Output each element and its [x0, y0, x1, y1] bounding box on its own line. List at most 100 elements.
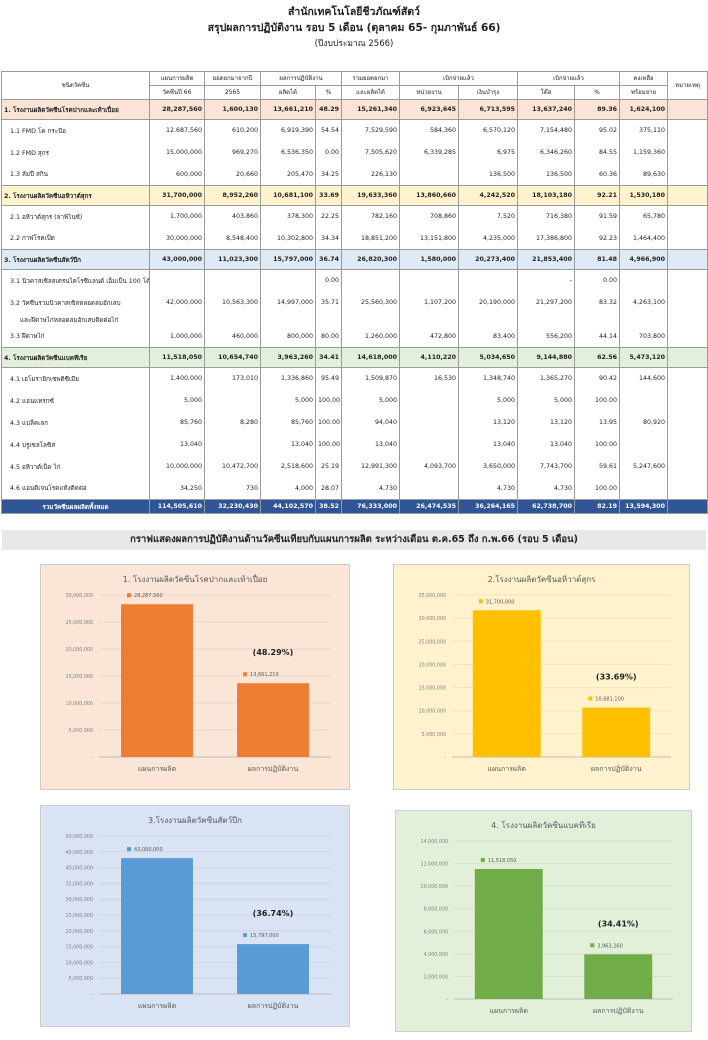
cell-value: 708,860: [399, 205, 460, 228]
cell-value: [667, 411, 708, 434]
chart-section-title: กราฟแสดงผลการปฏิบัติงานด้านวัคซีนเทียบกั…: [2, 530, 706, 550]
y-tick-label: 15,000,000: [419, 686, 446, 692]
cell-value: 8,548,400: [204, 227, 261, 250]
cell-value: [667, 389, 708, 412]
y-tick-label: 15,000,000: [66, 674, 93, 680]
row-label: 1.2 FMD สุกร: [1, 141, 150, 164]
cell-value: [399, 163, 460, 186]
y-tick-label: 40,000,000: [66, 866, 93, 872]
bar: [584, 954, 653, 999]
cell-value: 81.48: [574, 249, 621, 270]
data-label: 43,000,000: [134, 847, 163, 853]
cell-value: 4,093,700: [399, 455, 460, 478]
row-label: 4.5 อหิวาต์เป็ด ไก่: [1, 455, 150, 478]
cell-value: 54.54: [314, 119, 343, 142]
y-tick-label: 25,000,000: [66, 620, 93, 626]
cell-value: 17,386,800: [517, 227, 576, 250]
cell-value: 20,190,000: [458, 291, 519, 314]
table-row: 2.2 กาฬโรคเป็ด 30,000,000 8,548,400 10,302,…: [1, 227, 708, 250]
y-tick-label: -: [446, 998, 448, 1003]
total-value: 82.19: [574, 499, 621, 514]
cell-value: 173,010: [204, 367, 261, 390]
chart-title: 4. โรงงานผลิตวัคซีนแบคทีเรีย: [491, 821, 596, 830]
x-tick-label: ผลการปฏิบัติงาน: [248, 765, 299, 773]
cell-value: 100.00: [314, 389, 343, 412]
cell-value: 703,800: [619, 325, 669, 348]
cell-value: 716,380: [517, 205, 576, 228]
table-row: 1.3 ลัมปี สกิน 600,000 20,660 205,470 34.25 2…: [1, 163, 708, 186]
cell-value: 3,650,000: [458, 455, 519, 478]
cell-value: 91.59: [574, 205, 621, 228]
cell-value: [667, 99, 708, 120]
cell-value: [574, 313, 621, 326]
cell-value: 5,034,650: [458, 347, 519, 368]
total-value: 13,594,300: [619, 499, 669, 514]
cell-value: [149, 313, 205, 326]
cell-value: 472,800: [399, 325, 460, 348]
chart-title: 1. โรงงานผลิตวัคซีนโรคปากและเท้าเปื่อย: [122, 575, 268, 584]
y-tick-label: 5,000,000: [69, 976, 93, 982]
cell-value: 10,681,100: [260, 185, 316, 206]
cell-value: 84.55: [574, 141, 621, 164]
y-tick-label: 50,000,000: [66, 834, 93, 840]
cell-value: 11,518,050: [149, 347, 205, 368]
cell-value: 1,159,360: [619, 141, 669, 164]
value-marker: [480, 858, 485, 863]
y-tick-label: 10,000,000: [421, 884, 448, 890]
value-marker: [127, 847, 132, 852]
cell-value: 85,760: [149, 411, 205, 434]
cell-value: [399, 477, 460, 500]
cell-value: 6,713,595: [458, 99, 519, 120]
cell-value: [619, 269, 669, 292]
value-marker: [590, 943, 595, 948]
cell-value: 584,360: [399, 119, 460, 142]
cell-value: 1,600,130: [204, 99, 261, 120]
col-stock: คงเหลือ: [619, 71, 669, 86]
table-row: 4.1 เฮโมรายิกเซพติซีเมีย 1,400,000 173,010…: [1, 367, 708, 390]
x-tick-label: ผลการปฏิบัติงาน: [591, 765, 642, 773]
col-pct: %: [314, 85, 343, 100]
data-label: 10,681,100: [595, 697, 624, 703]
value-marker: [243, 672, 248, 677]
x-tick-label: แผนการผลิต: [490, 1007, 529, 1015]
cell-value: 10,654,740: [204, 347, 261, 368]
col-stock-sub: พร้อมจ่าย: [619, 85, 669, 100]
cell-value: 10,000,000: [149, 455, 205, 478]
cell-value: 6,536,350: [260, 141, 316, 164]
cell-value: 6,346,260: [517, 141, 576, 164]
cell-value: 1,348,740: [458, 367, 519, 390]
cell-value: 403,860: [204, 205, 261, 228]
cell-value: 25,560,300: [341, 291, 401, 314]
cell-value: 100.00: [574, 477, 621, 500]
cell-value: 378,300: [260, 205, 316, 228]
cell-value: 59.61: [574, 455, 621, 478]
y-tick-label: 2,000,000: [424, 974, 448, 980]
cell-value: 21,297,200: [517, 291, 576, 314]
cell-value: 26,820,300: [341, 249, 401, 270]
value-marker: [478, 599, 483, 604]
cell-value: 1,464,400: [619, 227, 669, 250]
cell-value: 15,261,340: [341, 99, 401, 120]
cell-value: 9,144,880: [517, 347, 576, 368]
table-row: 1.1 FMD โค กระบือ 12,687,560 610,200 6,919,…: [1, 119, 708, 142]
cell-value: 28,287,560: [149, 99, 205, 120]
cell-value: 6,339,285: [399, 141, 460, 164]
row-label: 1. โรงงานผลิตวัคซีนโรคปากและเท้าเปื่อย: [1, 99, 150, 120]
col-vaccine: ชนิดวัคซีน: [1, 71, 150, 100]
value-marker: [588, 696, 593, 701]
cell-value: 13,040: [517, 433, 576, 456]
y-tick-label: 35,000,000: [66, 881, 93, 887]
table-row: 3.3 ฝีดาษไก่ 1,000,000 460,000 800,000 80.00…: [1, 325, 708, 348]
y-tick-label: -: [91, 993, 93, 998]
cell-value: 62.56: [574, 347, 621, 368]
group-row: 1. โรงงานผลิตวัคซีนโรคปากและเท้าเปื่อย 28…: [1, 99, 708, 120]
table-row: 1.2 FMD สุกร 15,000,000 969,270 6,536,350 0.…: [1, 141, 708, 164]
x-tick-label: ผลการปฏิบัติงาน: [248, 1002, 299, 1010]
cell-value: -: [517, 269, 576, 292]
cell-value: 969,270: [204, 141, 261, 164]
x-tick-label: ผลการปฏิบัติงาน: [593, 1007, 644, 1015]
cell-value: [341, 313, 401, 326]
col-released: เบิกจ่ายแล้ว: [399, 71, 519, 86]
x-tick-label: แผนการผลิต: [138, 1002, 177, 1010]
cell-value: [667, 367, 708, 390]
